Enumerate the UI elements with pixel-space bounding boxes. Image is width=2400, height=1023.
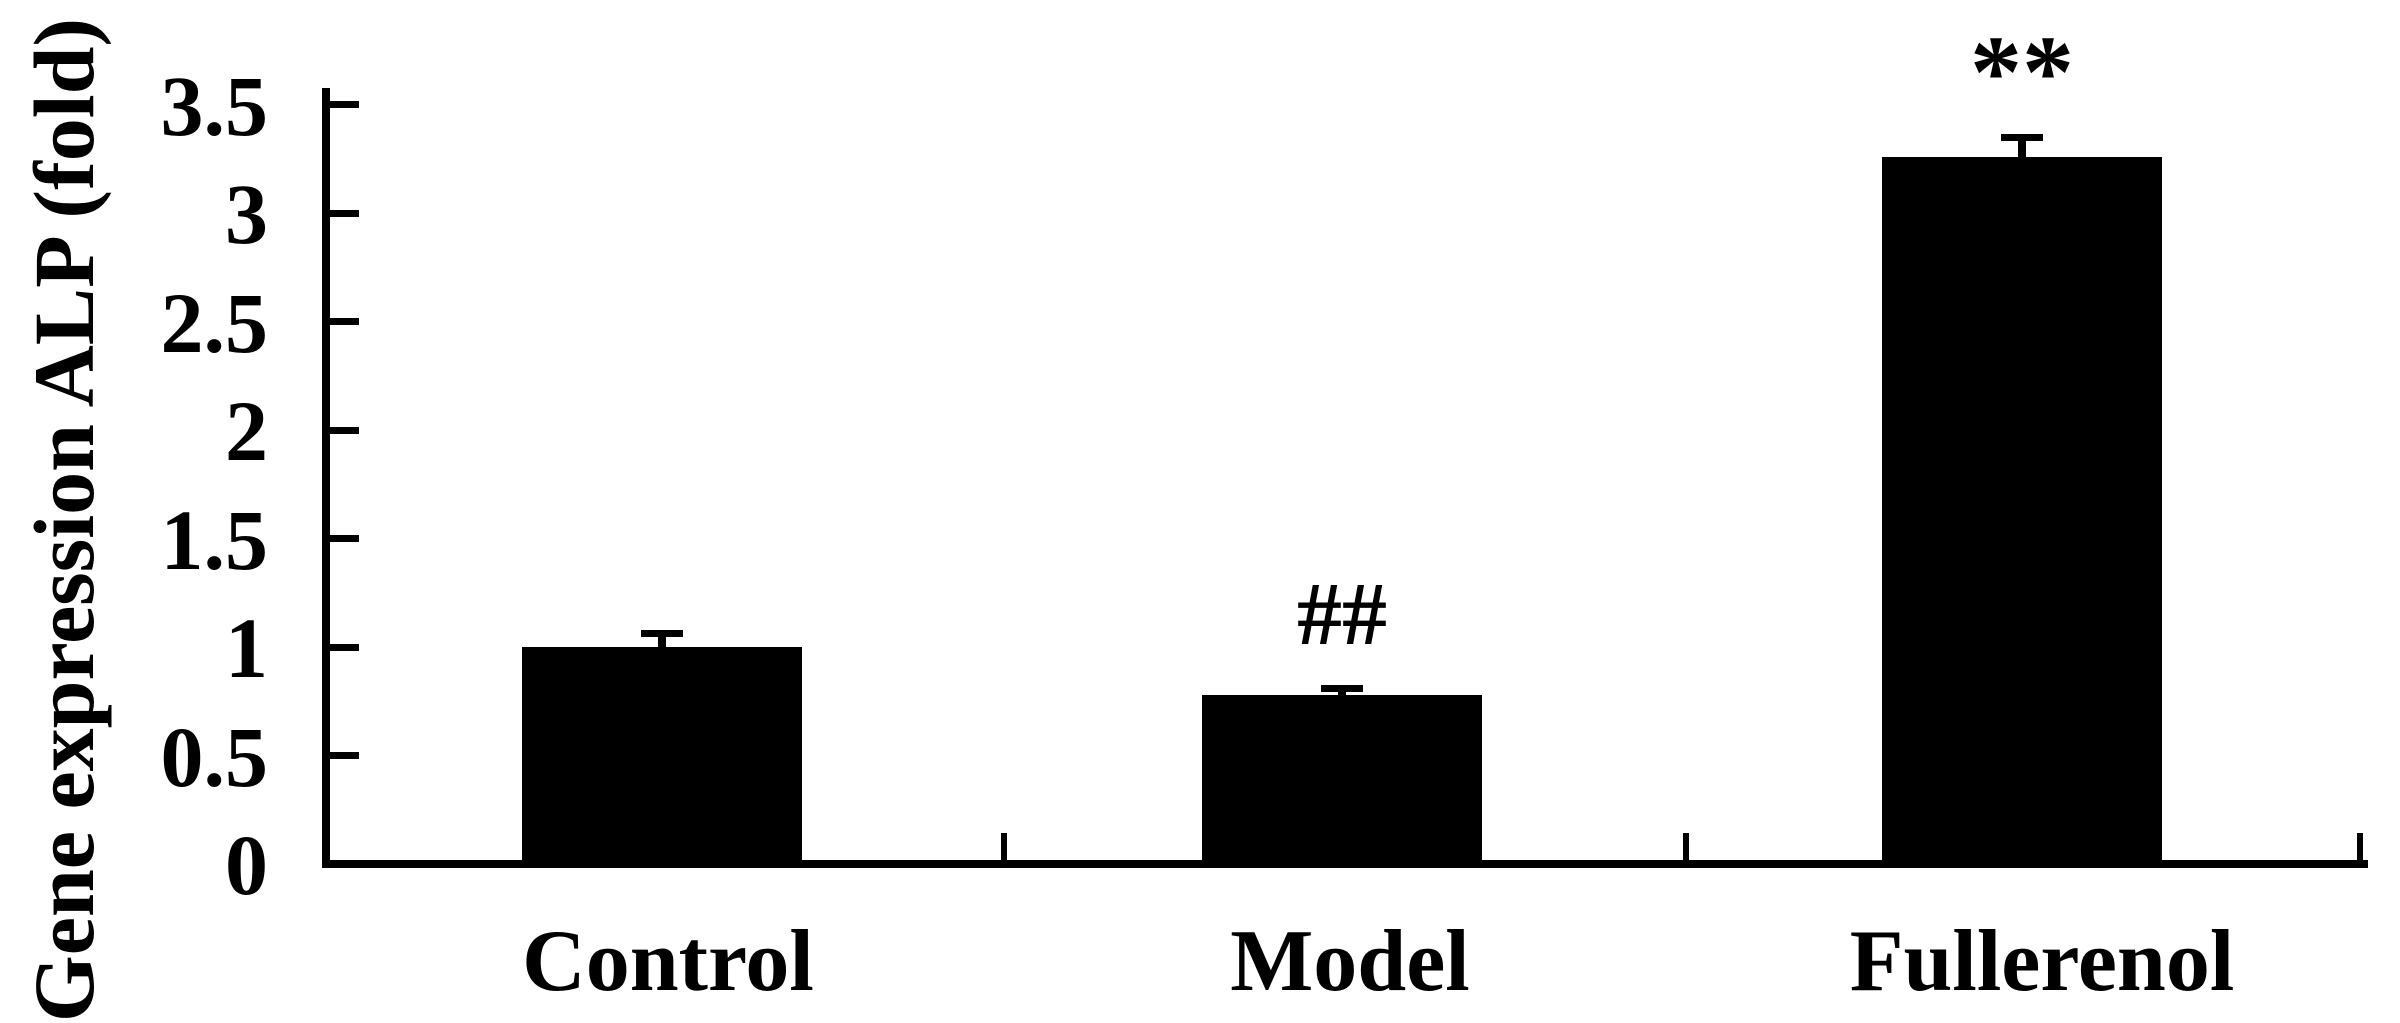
error-bar-cap-fullerenol (2001, 133, 2043, 141)
x-category-label-fullerenol: Fullerenol (1849, 913, 2235, 1010)
x-axis-tick (1001, 833, 1007, 860)
x-category-label-control: Control (522, 913, 814, 1010)
y-axis-line (322, 88, 330, 868)
error-bar-cap-control (641, 630, 683, 638)
y-axis-tick (329, 535, 359, 542)
x-axis-tick (1683, 833, 1689, 860)
error-bar-stem-model (1338, 688, 1346, 707)
bar-fullerenol (1882, 156, 2162, 868)
error-bar-stem-control (658, 633, 666, 659)
y-tick-label: 2 (225, 383, 268, 479)
bar-control (522, 647, 802, 868)
y-tick-label: 2.5 (160, 274, 269, 371)
y-axis-tick (329, 101, 359, 108)
y-tick-label: 3.5 (160, 57, 269, 154)
y-axis-tick (329, 318, 359, 325)
y-tick-label: 0.5 (160, 708, 269, 805)
significance-annotation-fullerenol: ** (1970, 15, 2074, 131)
y-axis-tick (329, 426, 359, 434)
error-bar-cap-model (1321, 684, 1363, 692)
y-tick-label: 0 (225, 817, 268, 913)
y-axis-tick (329, 643, 359, 651)
y-axis-tick (329, 752, 359, 759)
significance-annotation-model: ## (1297, 565, 1387, 665)
y-tick-label: 1.5 (160, 491, 269, 588)
y-tick-label: 3 (225, 166, 268, 262)
error-bar-stem-fullerenol (2018, 137, 2026, 169)
x-category-label-model: Model (1230, 913, 1470, 1010)
y-tick-label: 1 (225, 600, 268, 696)
x-axis-tick (2357, 833, 2363, 860)
y-axis-tick (329, 209, 359, 217)
bar-model (1202, 694, 1482, 868)
